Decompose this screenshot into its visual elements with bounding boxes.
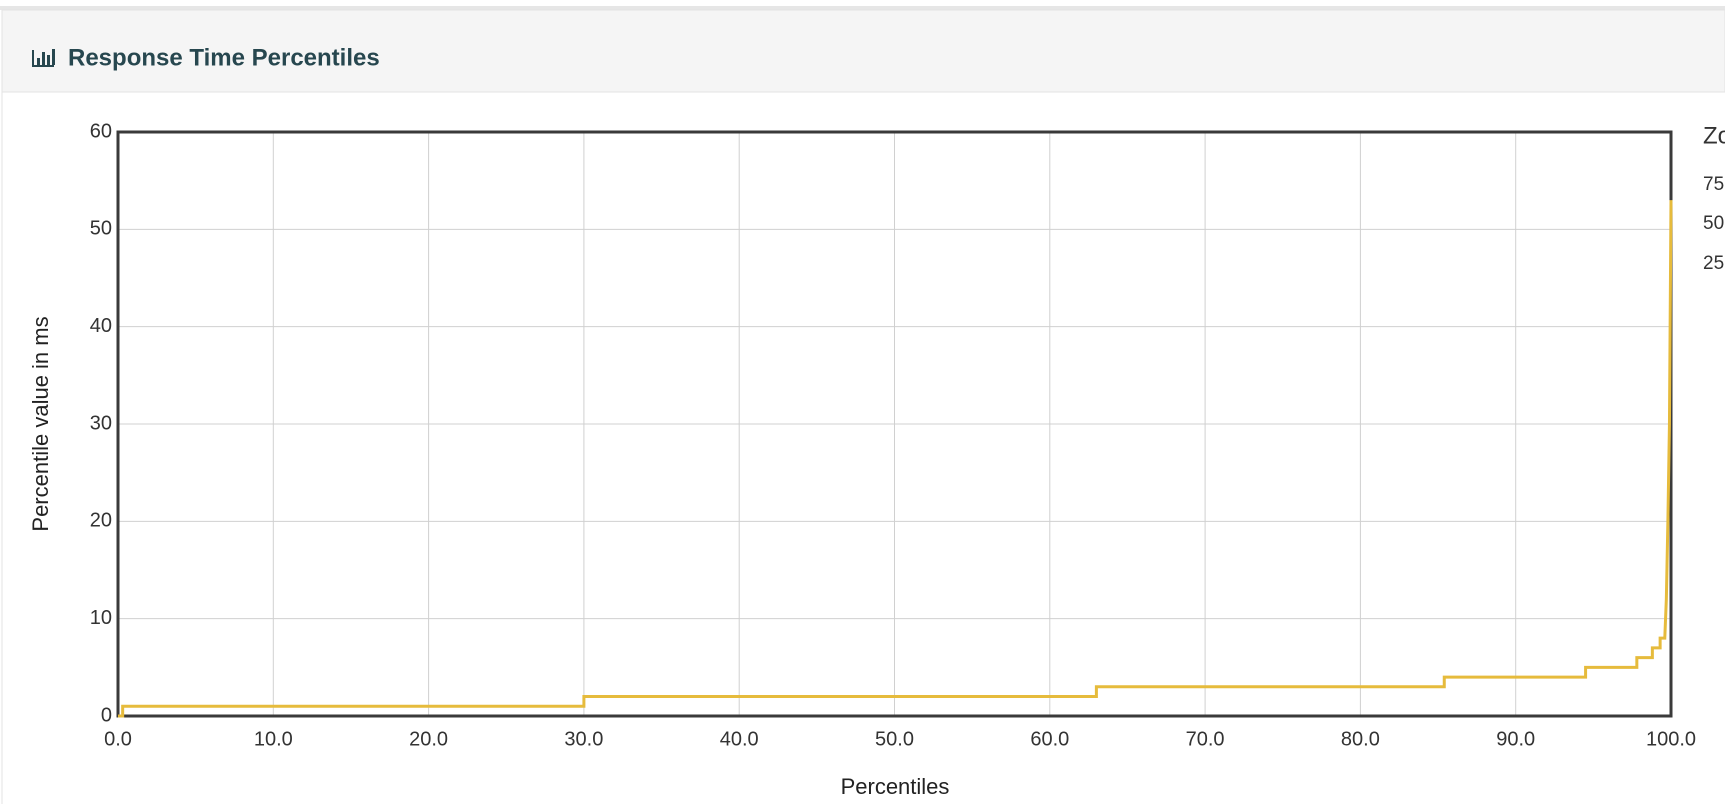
zoom-option: 75 (1703, 174, 1724, 195)
x-axis-title: Percentiles (841, 774, 950, 799)
x-tick-label: 90.0 (1496, 728, 1535, 750)
panel-header (1, 9, 1725, 93)
x-tick-label: 20.0 (409, 728, 448, 750)
y-tick-label: 60 (90, 120, 112, 142)
x-tick-label: 70.0 (1186, 728, 1225, 750)
y-tick-label: 50 (90, 218, 112, 240)
y-tick-label: 0 (101, 704, 112, 726)
zoom-option: 50 (1703, 213, 1724, 234)
y-axis-title: Percentile value in ms (28, 316, 53, 531)
y-tick-label: 40 (90, 315, 112, 337)
x-tick-label: 100.0 (1646, 728, 1696, 750)
x-tick-label: 40.0 (720, 728, 759, 750)
x-tick-label: 50.0 (875, 728, 914, 750)
zoom-option: Zo (1703, 122, 1725, 149)
x-tick-label: 30.0 (564, 728, 603, 750)
top-bar (0, 6, 1725, 10)
zoom-option: 25 (1703, 253, 1724, 274)
plot-frame (116, 130, 1673, 718)
y-tick-label: 30 (90, 412, 112, 434)
x-tick-label: 10.0 (254, 728, 293, 750)
x-tick-label: 0.0 (104, 728, 132, 750)
chart-icon (32, 49, 55, 67)
chart-title: Response Time Percentiles (68, 44, 380, 71)
x-tick-label: 80.0 (1341, 728, 1380, 750)
percentile-line (118, 200, 1673, 718)
x-tick-label: 60.0 (1030, 728, 1069, 750)
y-tick-label: 20 (90, 510, 112, 532)
y-tick-label: 10 (90, 607, 112, 629)
